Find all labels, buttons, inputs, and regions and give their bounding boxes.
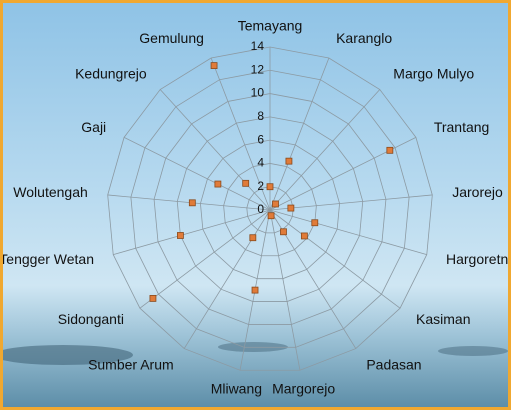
category-label: Mliwang (211, 381, 262, 397)
category-label: Tengger Wetan (3, 251, 94, 267)
data-marker (280, 228, 287, 236)
spoke (123, 136, 271, 211)
spoke (269, 136, 417, 211)
grid-line (246, 186, 294, 234)
y-tick-label: 6 (257, 132, 264, 146)
data-marker (149, 295, 157, 302)
category-label: Margorejo (272, 381, 335, 397)
boat-shape (438, 346, 508, 356)
spoke (269, 194, 433, 211)
spoke (269, 209, 301, 371)
category-label: Gaji (81, 119, 106, 135)
y-tick-label: 2 (257, 179, 264, 193)
category-label: Hargoretno (446, 251, 508, 267)
boat-shape (3, 345, 133, 365)
data-marker (266, 183, 274, 191)
spoke (139, 209, 271, 309)
category-label: Margo Mulyo (393, 65, 474, 81)
chart: Temayang Karanglo Margo Mulyo Trantang Jaror… (3, 18, 508, 397)
grid-line (176, 116, 364, 302)
category-label: Kedungrejo (75, 65, 147, 81)
category-label: Sidonganti (58, 311, 124, 327)
grid-line (153, 93, 387, 325)
category-label: Jarorejo (452, 184, 503, 200)
category-label: Karanglo (336, 30, 392, 46)
data-marker (214, 180, 222, 188)
data-marker (386, 146, 394, 154)
y-tick-label: 14 (251, 39, 265, 53)
y-tick-label: 4 (257, 156, 264, 170)
data-marker (311, 219, 319, 227)
spoke (269, 57, 330, 211)
data-marker (177, 232, 184, 239)
grid-line (223, 163, 317, 257)
y-tick-label: 8 (257, 109, 264, 123)
spoke (183, 209, 271, 349)
spoke (210, 57, 271, 211)
data-marker (267, 212, 275, 220)
spoke (107, 194, 271, 211)
category-label: Trantang (434, 119, 490, 135)
category-label: Temayang (238, 18, 303, 34)
data-marker (242, 179, 250, 187)
category-label: Sumber Arum (88, 356, 174, 372)
data-marker (188, 199, 196, 207)
spoke (269, 209, 427, 255)
y-tick-label: 12 (251, 62, 265, 76)
grid-line (200, 139, 340, 280)
y-tick-label: 10 (251, 86, 265, 100)
data-marker (251, 286, 259, 294)
spoke (269, 209, 401, 309)
grid-line (130, 69, 410, 348)
data-marker (300, 232, 308, 240)
spoke (113, 209, 271, 255)
category-label: Gemulung (139, 30, 204, 46)
data-marker (210, 62, 218, 70)
data-marker (249, 234, 257, 242)
y-tick-label: 0 (257, 202, 264, 216)
category-label: Padasan (366, 356, 421, 372)
spoke (269, 89, 381, 211)
category-label: Wolutengah (13, 184, 87, 200)
spoke (159, 89, 271, 211)
category-label: Kasiman (416, 311, 470, 327)
grid: Temayang Karanglo Margo Mulyo Trantang Jaror… (3, 18, 508, 397)
markers (149, 62, 394, 302)
data-marker (285, 157, 293, 165)
data-marker (287, 204, 295, 212)
grid-line (107, 46, 433, 371)
data-marker (272, 200, 279, 208)
